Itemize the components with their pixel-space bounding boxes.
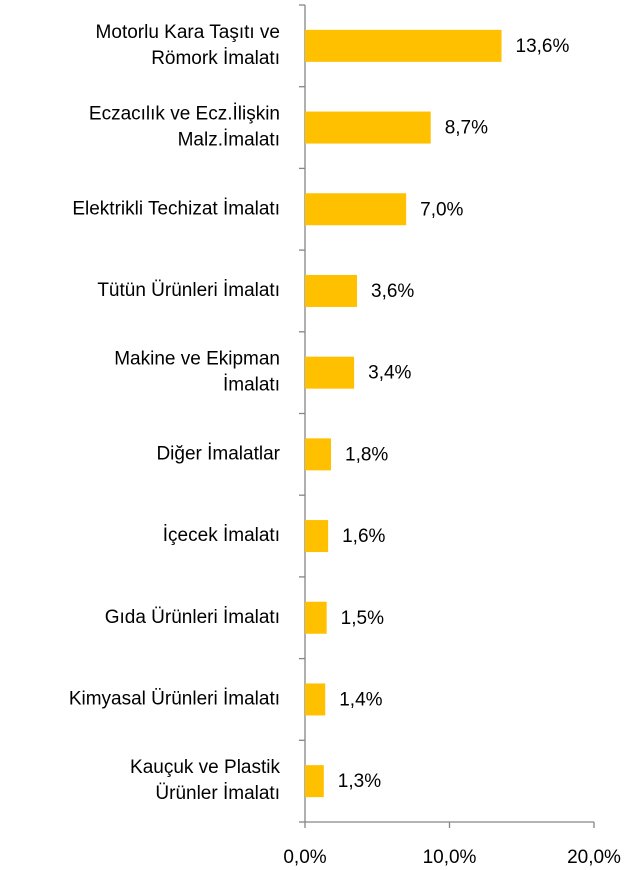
value-label: 1,6% [342, 526, 385, 547]
x-tick-label: 0,0% [283, 847, 326, 868]
y-tick-label: İçecek İmalatı [163, 525, 280, 546]
x-tick-label: 20,0% [567, 847, 621, 868]
bar [305, 29, 502, 62]
y-tick-label: Eczacılık ve Ecz.İlişkin [89, 104, 280, 125]
y-tick-label: Ürünler İmalatı [155, 783, 280, 804]
value-label: 1,5% [341, 608, 384, 629]
value-label: 3,4% [368, 363, 411, 384]
bar [305, 520, 329, 553]
y-tick-label: Makine ve Ekipman [114, 349, 280, 370]
y-tick-label: Malz.İmalatı [178, 130, 280, 151]
bar [305, 683, 326, 716]
y-tick-label: Römork İmalatı [151, 48, 280, 69]
bar [305, 274, 358, 307]
y-tick-label: İmalatı [223, 375, 280, 396]
y-tick-label: Tütün Ürünleri İmalatı [97, 280, 280, 301]
value-label: 1,4% [339, 689, 382, 710]
bar [305, 111, 431, 144]
y-tick-label: Elektrikli Techizat İmalatı [72, 198, 280, 219]
value-label: 8,7% [445, 118, 488, 139]
bar [305, 356, 355, 389]
bar [305, 193, 407, 226]
y-tick-label: Diğer İmalatlar [156, 443, 280, 464]
y-tick-label: Kauçuk ve Plastik [130, 757, 280, 778]
y-tick-label: Kimyasal Ürünleri İmalatı [69, 688, 280, 709]
y-tick-label: Motorlu Kara Taşıtı ve [96, 22, 280, 43]
value-label: 1,3% [338, 771, 381, 792]
bar [305, 765, 324, 798]
y-tick-label: Gıda Ürünleri İmalatı [105, 607, 280, 628]
value-label: 3,6% [371, 281, 414, 302]
value-label: 13,6% [516, 36, 570, 57]
value-label: 7,0% [420, 199, 463, 220]
bar [305, 601, 327, 634]
x-tick-label: 10,0% [423, 847, 477, 868]
value-label: 1,8% [345, 444, 388, 465]
bar [305, 438, 332, 471]
